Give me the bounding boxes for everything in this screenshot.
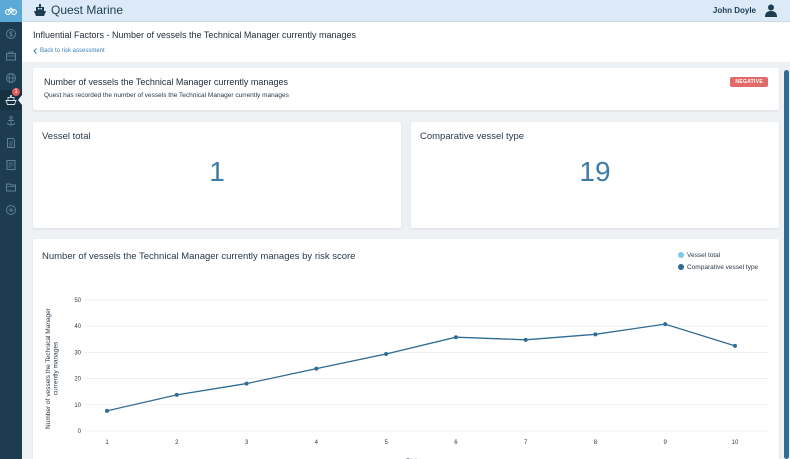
data-point [733,343,737,348]
legend-dot-comparative [678,264,684,270]
data-point [453,335,458,340]
legend-item-comparative[interactable]: Comparative vessel type [678,261,758,273]
x-tick-label: 3 [245,440,249,446]
user-avatar-icon [765,4,777,17]
user-menu[interactable]: John Doyle [713,3,778,17]
top-bar: Quest Marine John Doyle [22,0,790,22]
sidebar-item-dollar[interactable] [0,24,22,44]
x-tick-label: 8 [594,440,598,446]
back-to-risk-assessment-link[interactable]: Back to risk assessment [33,48,105,54]
page-scrollbar[interactable] [784,70,789,459]
comparative-vessel-card: Comparative vessel type 19 [411,122,779,228]
sidebar-item-folder[interactable] [0,177,22,197]
brand[interactable]: Quest Marine [34,3,123,17]
dollar-icon [6,29,16,39]
vessel-total-card: Vessel total 1 [33,122,401,228]
page-header: Influential Factors - Number of vessels … [22,22,790,62]
x-tick-label: 9 [664,440,668,446]
legend-item-vessel-total[interactable]: Vessel total [678,249,758,261]
x-tick-label: 4 [315,440,319,446]
y-tick-label: 50 [74,298,81,304]
document-icon [7,138,15,148]
y-axis-label: Number of vessels the Technical Managerc… [45,307,60,429]
app-name: Quest Marine [51,3,124,17]
legend-label-vessel-total: Vessel total [687,251,721,259]
legend-dot-vessel-total [678,252,684,258]
sidebar-item-globe[interactable] [0,68,22,88]
page-title: Influential Factors - Number of vessels … [33,30,356,40]
x-tick-label: 7 [524,440,528,446]
y-tick-label: 40 [74,324,81,330]
x-tick-label: 2 [175,440,179,446]
line-chart: 0 10 20 30 40 50 1 2 3 4 5 6 7 8 9 10 Number of vessels … [45,298,768,459]
data-point [244,381,249,386]
data-point [105,408,109,413]
data-point [174,392,179,397]
chart-title: Number of vessels the Technical Manager … [42,251,356,262]
sidebar-item-briefcase[interactable] [0,46,22,66]
sidebar-item-report[interactable] [0,155,22,175]
negative-badge: NEGATIVE [730,77,768,87]
back-link-label: Back to risk assessment [40,48,105,54]
app-logo-icon[interactable] [0,0,22,22]
y-tick-label: 30 [74,350,81,356]
folder-icon [6,183,16,192]
sidebar-item-ship[interactable]: 1 [0,88,22,110]
anchor-icon [6,115,16,126]
sidebar-item-add-circle[interactable] [0,200,22,220]
ship-icon [5,95,17,105]
data-point [314,366,319,371]
x-tick-label: 1 [105,440,109,446]
factor-info-card: Number of vessels the Technical Manager … [33,68,779,110]
user-name: John Doyle [712,5,756,15]
globe-icon [6,73,16,83]
sidebar-item-document[interactable] [0,133,22,153]
vessel-total-label: Vessel total [42,131,91,142]
comparative-vessel-value: 19 [579,156,611,187]
factor-description: Quest has recorded the number of vessels… [44,92,289,99]
risk-score-chart-card: Number of vessels the Technical Manager … [33,239,779,459]
vessel-total-value: 1 [209,156,225,187]
add-circle-icon [6,205,16,215]
sidebar-item-anchor[interactable] [0,111,22,131]
data-point [663,322,668,327]
x-tick-label: 10 [732,440,739,446]
y-tick-label: 20 [74,377,81,383]
data-point [384,351,389,356]
comparative-vessel-label: Comparative vessel type [420,131,525,142]
legend-label-comparative: Comparative vessel type [687,263,759,271]
x-tick-label: 5 [384,440,388,446]
series-line-1 [106,323,736,412]
notification-badge: 1 [12,88,20,96]
chart-legend: Vessel total Comparative vessel type [678,249,758,273]
chevron-left-icon [33,48,37,54]
data-point [523,337,528,342]
x-tick-label: 6 [454,440,458,446]
report-icon [6,160,16,170]
y-tick-label: 0 [78,429,82,435]
ship-logo-icon [34,3,46,16]
y-tick-label: 10 [74,403,81,409]
factor-title: Number of vessels the Technical Manager … [44,77,288,87]
data-point [593,332,598,337]
briefcase-icon [6,51,16,61]
sidebar: 1 [0,0,22,459]
